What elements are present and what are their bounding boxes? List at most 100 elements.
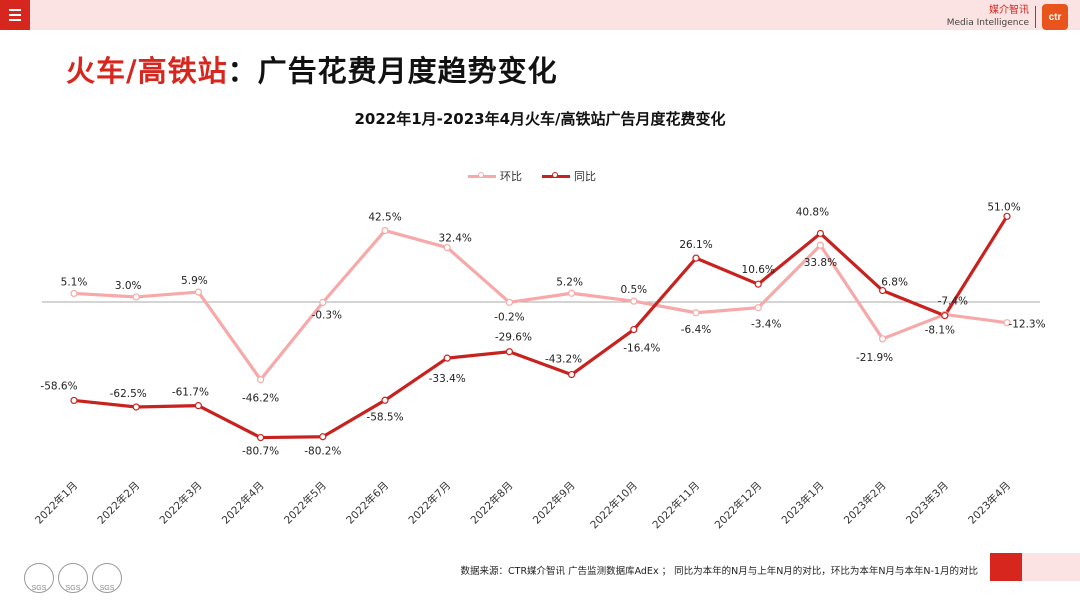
certification-badges: SGS SGS SGS (24, 563, 122, 593)
data-point-tb (754, 280, 762, 288)
data-label-tb: 6.8% (881, 277, 908, 289)
data-point-tb (257, 433, 265, 442)
data-point-hb (878, 335, 887, 343)
data-point-hb (194, 288, 202, 296)
legend-hb-label: 环比 (500, 170, 522, 183)
sgs-badge-icon: SGS (58, 563, 88, 593)
x-tick-label: 2022年9月 (530, 479, 578, 527)
data-label-hb: 0.5% (620, 284, 647, 296)
data-label-hb: 3.0% (115, 280, 142, 292)
x-tick-label: 2022年10月 (588, 479, 640, 531)
data-source-note: 数据来源：CTR媒介智讯 广告监测数据库AdEx ； 同比为本年的N月与上年N月… (460, 566, 978, 577)
data-point-hb (630, 297, 638, 305)
brand-logo: 媒介智讯 Media Intelligence ctr (947, 4, 1068, 30)
data-point-tb (878, 286, 887, 295)
legend-tb-label: 同比 (574, 170, 596, 183)
data-point-hb (1003, 319, 1011, 327)
data-point-hb (505, 298, 513, 306)
data-label-tb: -29.6% (495, 332, 532, 344)
data-label-tb: 51.0% (987, 201, 1020, 213)
data-point-hb (443, 243, 451, 252)
brand-divider (1035, 6, 1036, 28)
data-label-tb: -8.1% (925, 325, 955, 337)
data-point-hb (816, 241, 825, 249)
data-point-tb (630, 325, 638, 334)
data-label-hb: 33.8% (804, 257, 837, 269)
data-label-tb: -16.4% (623, 343, 660, 355)
data-label-tb: -62.5% (110, 388, 147, 400)
data-point-tb (505, 348, 513, 356)
data-label-hb: 5.9% (181, 275, 208, 287)
x-tick-label: 2022年4月 (219, 479, 267, 527)
footer-accent-block (990, 553, 1022, 581)
data-label-tb: -61.7% (172, 387, 209, 399)
data-label-hb: 32.4% (439, 233, 472, 245)
data-label-hb: -7.4% (938, 295, 968, 307)
x-tick-label: 2022年1月 (32, 479, 80, 527)
x-tick-label: 2022年5月 (281, 479, 329, 527)
data-point-hb (319, 298, 327, 307)
data-point-hb (754, 304, 762, 312)
data-point-tb (443, 354, 451, 362)
x-tick-label: 2022年11月 (650, 479, 702, 531)
data-label-tb: -80.2% (304, 446, 341, 458)
data-label-hb: 5.2% (556, 276, 583, 288)
data-point-tb (132, 403, 140, 411)
data-point-tb (692, 254, 700, 262)
data-label-tb: 26.1% (679, 239, 712, 251)
chart-legend: 环比 同比 (468, 168, 596, 184)
x-tick-label: 2022年8月 (468, 479, 516, 527)
legend-tb-line-icon (542, 172, 570, 178)
brand-name-cn: 媒介智讯 (989, 5, 1029, 16)
data-label-hb: -6.4% (681, 324, 711, 336)
data-label-hb: -46.2% (242, 393, 279, 405)
x-tick-label: 2023年3月 (903, 479, 951, 527)
data-label-tb: -58.6% (40, 380, 77, 392)
sgs-badge-icon: SGS (92, 563, 122, 593)
top-bar (0, 0, 1080, 30)
page-title-highlight: 火车/高铁站 (66, 54, 228, 88)
data-label-hb: -21.9% (856, 352, 893, 364)
x-tick-label: 2023年4月 (965, 479, 1013, 527)
legend-hb-line-icon (468, 172, 496, 178)
menu-icon[interactable] (0, 0, 30, 30)
data-label-tb: -80.7% (242, 446, 279, 458)
data-label-tb: -33.4% (429, 373, 466, 385)
page-title-separator: ： (227, 54, 258, 88)
x-tick-label: 2023年2月 (841, 479, 889, 527)
x-tick-label: 2022年6月 (343, 479, 391, 527)
data-label-tb: -43.2% (545, 354, 582, 366)
data-point-tb (319, 433, 327, 441)
x-tick-label: 2022年7月 (406, 479, 454, 527)
page-title-rest: 广告花费月度趋势变化 (257, 54, 558, 88)
data-point-hb (381, 227, 389, 235)
data-label-hb: -12.3% (1008, 319, 1045, 331)
data-label-tb: 40.8% (796, 206, 829, 218)
x-tick-label: 2022年2月 (95, 479, 143, 527)
x-tick-label: 2022年3月 (157, 479, 205, 527)
data-label-hb: -3.4% (751, 319, 781, 331)
series-line-tb (72, 214, 1009, 440)
data-label-tb: -58.5% (366, 411, 403, 423)
data-point-hb (257, 376, 265, 384)
data-point-hb (567, 289, 576, 297)
data-point-tb (1003, 212, 1011, 220)
page-title: 火车/高铁站：广告花费月度趋势变化 (66, 48, 558, 90)
chart-title: 2022年1月-2023年4月火车/高铁站广告月度花费变化 (354, 110, 726, 128)
data-point-hb (70, 289, 78, 298)
data-point-tb (381, 396, 389, 404)
sgs-badge-icon: SGS (24, 563, 54, 593)
data-label-hb: 5.1% (61, 276, 88, 288)
data-point-hb (132, 293, 140, 301)
legend-item-tb: 同比 (542, 168, 596, 184)
data-point-tb (70, 396, 78, 405)
data-label-tb: 10.6% (742, 264, 775, 276)
x-tick-label: 2022年12月 (712, 479, 764, 531)
data-point-tb (567, 370, 576, 379)
ctr-logo-icon: ctr (1042, 4, 1068, 30)
data-point-tb (816, 229, 825, 238)
data-point-tb (941, 312, 949, 320)
data-label-hb: -0.3% (312, 310, 342, 322)
data-label-hb: 42.5% (368, 212, 401, 224)
